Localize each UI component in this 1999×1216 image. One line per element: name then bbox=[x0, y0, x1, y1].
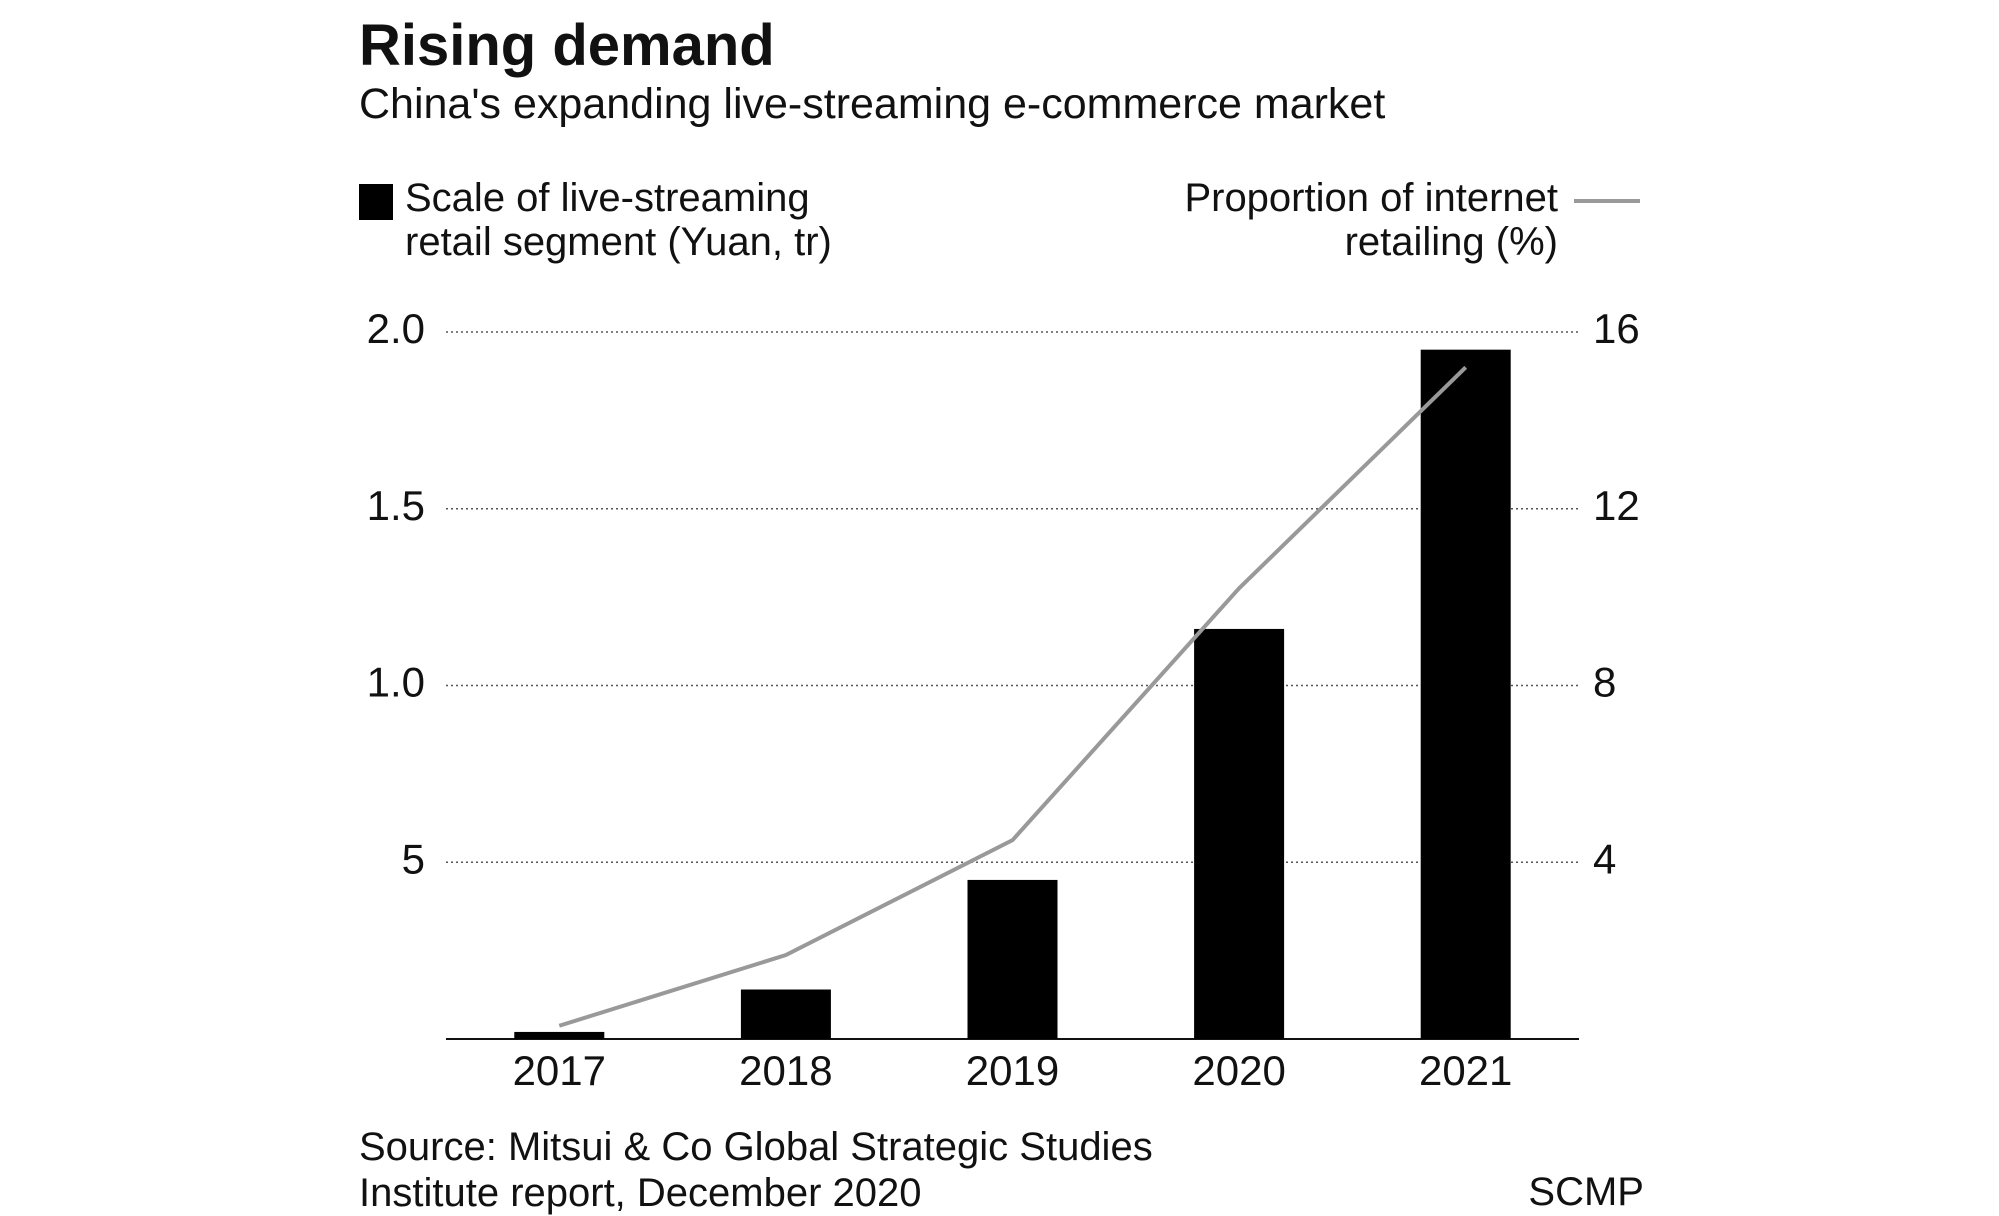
y2-tick-label: 16 bbox=[1593, 305, 1640, 352]
bar bbox=[967, 879, 1058, 1039]
legend-label: Proportion of internet retailing (%) bbox=[1184, 176, 1558, 264]
bar bbox=[1194, 628, 1285, 1039]
x-tick-label: 2021 bbox=[1419, 1047, 1512, 1094]
legend-swatch bbox=[1574, 199, 1640, 203]
y2-tick-label: 12 bbox=[1593, 482, 1640, 529]
y2-tick-label: 4 bbox=[1593, 835, 1616, 882]
x-tick-label: 2018 bbox=[739, 1047, 832, 1094]
legend-swatch bbox=[359, 184, 393, 220]
legend-label: Scale of live-streaming retail segment (… bbox=[405, 176, 832, 264]
x-tick-label: 2020 bbox=[1192, 1047, 1285, 1094]
line bbox=[558, 365, 1468, 1028]
bar bbox=[740, 989, 831, 1039]
y2-tick-label: 8 bbox=[1593, 659, 1616, 706]
y-tick-label: 2.0 bbox=[367, 305, 425, 352]
x-tick-label: 2017 bbox=[513, 1047, 606, 1094]
credit: SCMP bbox=[1528, 1170, 1644, 1214]
x-tick-label: 2019 bbox=[966, 1047, 1059, 1094]
chart-title: Rising demand bbox=[359, 13, 775, 78]
y-tick-label: 1.5 bbox=[367, 482, 425, 529]
bar bbox=[1420, 349, 1511, 1039]
chart-subtitle: China's expanding live-streaming e-comme… bbox=[359, 80, 1386, 128]
y-tick-label: 5 bbox=[402, 835, 425, 882]
bar bbox=[514, 1031, 605, 1039]
source-note: Source: Mitsui & Co Global Strategic Stu… bbox=[359, 1125, 1153, 1215]
y-tick-label: 1.0 bbox=[367, 659, 425, 706]
